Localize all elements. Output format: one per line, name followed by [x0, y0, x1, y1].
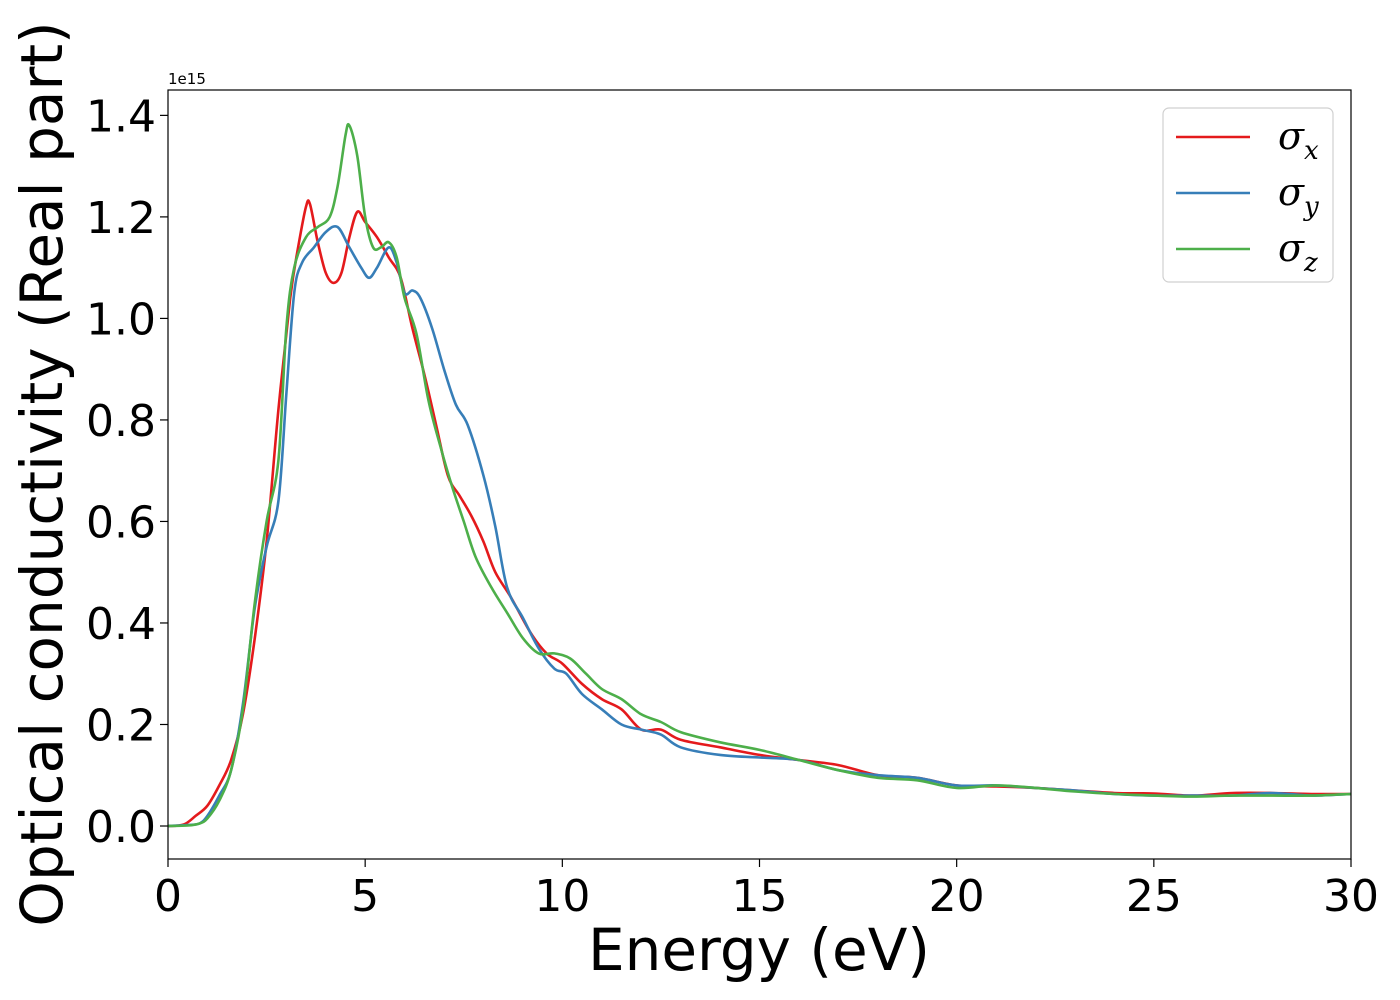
y-axis-title: Optical conductivity (Real part): [8, 21, 76, 926]
y-tick-label: 0.0: [86, 802, 156, 853]
series-line-y: [168, 224, 1351, 828]
y-tick-label: 0.8: [86, 396, 156, 447]
y-tick-label: 1.4: [86, 91, 156, 142]
x-tick-label: 20: [929, 871, 985, 922]
y-axis-ticks: 0.0 0.2 0.4 0.6 0.8 1.0 1.2 1.4: [86, 91, 168, 853]
y-tick-label: 1.2: [86, 193, 156, 244]
x-tick-label: 10: [534, 871, 590, 922]
x-tick-label: 30: [1323, 871, 1379, 922]
y-offset-text: 1e15: [168, 70, 206, 88]
series-line-z: [168, 122, 1351, 828]
x-tick-label: 5: [351, 871, 379, 922]
y-tick-label: 0.6: [86, 497, 156, 548]
x-tick-label: 25: [1126, 871, 1182, 922]
x-axis-ticks: 0 5 10 15 20 25 30: [154, 859, 1379, 922]
x-axis-title: Energy (eV): [588, 916, 930, 984]
y-tick-label: 1.0: [86, 294, 156, 345]
x-tick-label: 0: [154, 871, 182, 922]
y-tick-label: 0.4: [86, 599, 156, 650]
series-line-x: [168, 199, 1351, 828]
x-tick-label: 15: [732, 871, 788, 922]
legend-box: [1162, 107, 1334, 283]
series-layer: [168, 122, 1351, 828]
y-tick-label: 0.2: [86, 700, 156, 751]
